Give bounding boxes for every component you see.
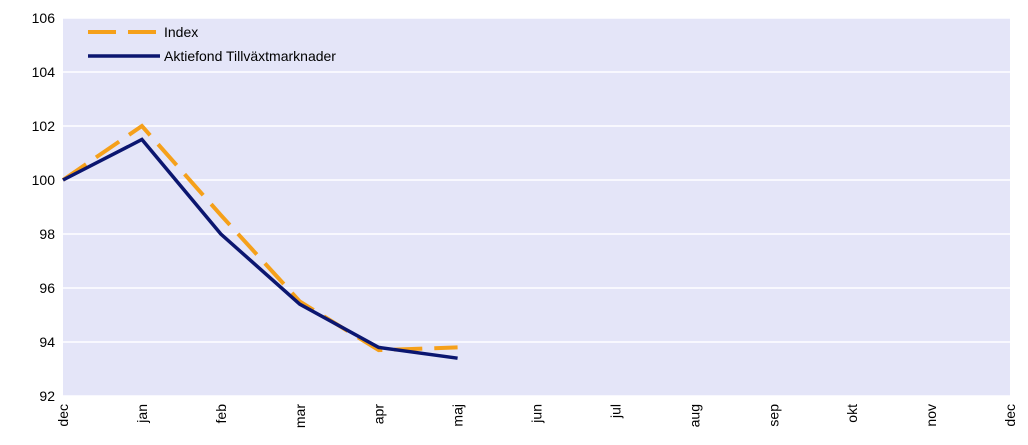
x-tick-label: sep [765, 404, 781, 427]
legend-label: Aktiefond Tillväxtmarknader [164, 48, 336, 64]
legend-label: Index [164, 24, 198, 40]
plot-area [63, 18, 1010, 396]
y-tick-label: 96 [39, 280, 55, 296]
x-tick-label: aug [686, 404, 702, 427]
x-tick-label: apr [371, 404, 387, 425]
y-tick-label: 94 [39, 334, 55, 350]
y-tick-label: 92 [39, 388, 55, 404]
x-tick-label: dec [1002, 404, 1018, 427]
x-tick-label: mar [292, 404, 308, 428]
y-tick-label: 104 [32, 64, 56, 80]
y-tick-label: 102 [32, 118, 56, 134]
x-tick-label: jun [529, 404, 545, 424]
y-tick-label: 98 [39, 226, 55, 242]
x-tick-label: feb [213, 404, 229, 424]
x-tick-label: dec [55, 404, 71, 427]
y-tick-label: 100 [32, 172, 56, 188]
x-tick-label: jul [607, 404, 623, 419]
x-tick-label: jan [134, 404, 150, 424]
x-tick-label: maj [450, 404, 466, 427]
y-tick-label: 106 [32, 10, 56, 26]
series-line [62, 137, 458, 360]
x-tick-label: okt [844, 404, 860, 423]
x-tick-label: nov [923, 404, 939, 427]
